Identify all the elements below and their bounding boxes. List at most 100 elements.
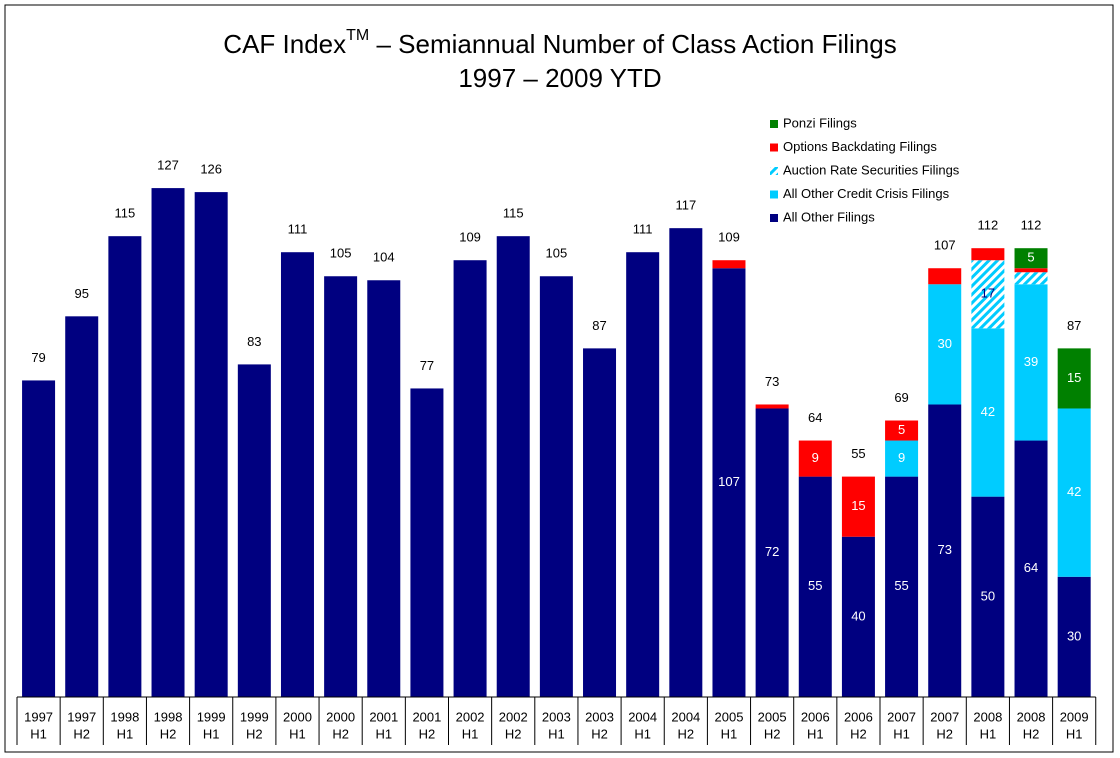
total-label: 111: [288, 222, 308, 237]
x-tick-label: 2002: [456, 709, 485, 724]
bar-segment: [108, 236, 142, 697]
bar-segment: [885, 440, 919, 477]
bar-segment: [583, 348, 617, 697]
bar-segment: [755, 408, 789, 697]
x-tick-label: 1997: [24, 709, 53, 724]
bar-segment: [539, 276, 573, 697]
legend-swatch: [770, 143, 778, 152]
x-tick-label: 2006: [844, 709, 873, 724]
x-tick-label: 2009: [1060, 709, 1089, 724]
total-label: 105: [330, 246, 352, 261]
x-tick-label: H1: [375, 726, 392, 741]
bar-segment: [65, 316, 99, 697]
bar-segment: [1014, 268, 1048, 273]
total-label: 83: [247, 334, 261, 349]
x-tick-label: H1: [289, 726, 306, 741]
legend-label: All Other Filings: [783, 209, 875, 224]
legend-label: Ponzi Filings: [783, 115, 857, 130]
bar-segment: [712, 260, 746, 269]
value-label: 64: [1024, 560, 1038, 575]
x-tick-label: 2003: [585, 709, 614, 724]
value-label: 30: [1067, 628, 1081, 643]
bar-segment: [755, 404, 789, 409]
bar-segment: [1014, 440, 1048, 697]
bar-segment: [712, 268, 746, 697]
x-tick-label: 2007: [930, 709, 959, 724]
total-label: 77: [420, 358, 434, 373]
legend-label: All Other Credit Crisis Filings: [783, 186, 950, 201]
bar-segment: [971, 496, 1005, 697]
bar-segment: [22, 380, 56, 697]
x-tick-label: H1: [893, 726, 910, 741]
bar-segment: [1014, 272, 1048, 285]
x-tick-label: 2002: [499, 709, 528, 724]
chart-subtitle: 1997 – 2009 YTD: [458, 63, 661, 93]
bar-segment: [626, 252, 660, 697]
bar-segment: [1057, 576, 1091, 697]
total-label: 107: [934, 238, 956, 253]
x-tick-label: 2008: [1017, 709, 1046, 724]
total-label: 126: [200, 162, 222, 177]
x-tick-label: H2: [505, 726, 522, 741]
total-label: 55: [851, 446, 865, 461]
legend-swatch: [770, 190, 778, 199]
bar-segment: [1014, 284, 1048, 441]
bar-segment: [453, 260, 487, 697]
total-label: 105: [546, 246, 568, 261]
x-tick-label: 1998: [110, 709, 139, 724]
x-tick-label: 1999: [197, 709, 226, 724]
bar-segment: [1057, 348, 1091, 409]
value-label: 17: [981, 286, 995, 301]
x-tick-label: 2005: [715, 709, 744, 724]
bar-segment: [1057, 408, 1091, 577]
x-tick-label: 1997: [67, 709, 96, 724]
bar-segment: [928, 404, 962, 697]
value-label: 15: [851, 498, 865, 513]
total-label: 73: [765, 374, 779, 389]
total-label: 109: [718, 230, 740, 245]
bar-segment: [324, 276, 358, 697]
legend-swatch: [770, 167, 778, 175]
x-tick-label: 1999: [240, 709, 269, 724]
x-tick-label: H2: [936, 726, 953, 741]
legend-swatch: [770, 214, 778, 222]
x-tick-label: H2: [332, 726, 349, 741]
x-tick-label: H1: [462, 726, 479, 741]
x-tick-label: H2: [419, 726, 436, 741]
bar-segment: [1014, 248, 1048, 269]
value-label: 39: [1024, 354, 1038, 369]
value-label: 15: [1067, 370, 1081, 385]
bar-segment: [798, 476, 832, 697]
x-tick-label: H1: [634, 726, 651, 741]
bar-segment: [151, 188, 185, 698]
bar-segment: [885, 420, 919, 441]
x-tick-label: H1: [203, 726, 220, 741]
x-tick-label: H2: [764, 726, 781, 741]
value-label: 72: [765, 544, 779, 559]
total-label: 79: [31, 350, 45, 365]
value-label: 107: [718, 474, 740, 489]
x-tick-label: H1: [980, 726, 997, 741]
total-label: 104: [373, 250, 395, 265]
bar-segment: [496, 236, 530, 697]
value-label: 9: [898, 450, 905, 465]
x-tick-label: H1: [807, 726, 824, 741]
x-tick-label: H2: [850, 726, 867, 741]
x-tick-label: 2007: [887, 709, 916, 724]
x-tick-label: 2003: [542, 709, 571, 724]
total-label: 112: [1021, 218, 1042, 233]
x-tick-label: H1: [548, 726, 565, 741]
bar-segment: [194, 192, 228, 697]
x-tick-label: 2005: [758, 709, 787, 724]
total-label: 64: [808, 410, 822, 425]
x-tick-label: 2001: [412, 709, 441, 724]
value-label: 50: [981, 588, 995, 603]
value-label: 42: [981, 404, 995, 419]
total-label: 87: [592, 318, 606, 333]
chart-title: CAF IndexTM – Semiannual Number of Class…: [223, 27, 896, 59]
value-label: 30: [937, 336, 951, 351]
bar-segment: [971, 260, 1005, 329]
x-tick-label: 2001: [369, 709, 398, 724]
bar-segment: [669, 228, 703, 697]
